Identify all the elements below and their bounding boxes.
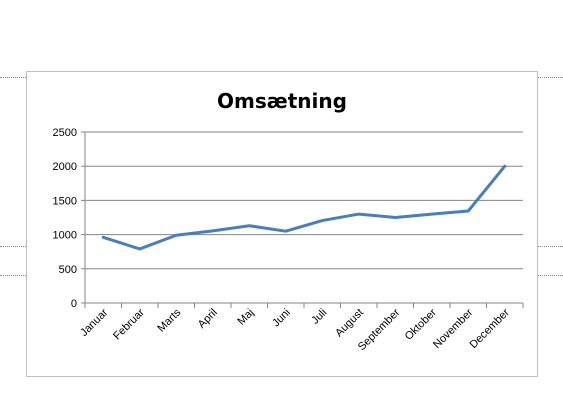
x-axis-tick-labels: Januar Februar Marts April Maj Juni Juli August… bbox=[78, 306, 512, 353]
y-tick-label: 0 bbox=[71, 298, 77, 310]
series-layer bbox=[101, 164, 507, 251]
dotted-guide-low-left bbox=[0, 275, 26, 276]
y-tick-label: 2000 bbox=[53, 161, 77, 173]
dotted-guide-mid-right bbox=[538, 246, 563, 247]
data-point bbox=[503, 165, 506, 168]
data-point bbox=[102, 236, 105, 239]
x-tick-label: December bbox=[468, 306, 513, 351]
x-tick-label: August bbox=[333, 307, 366, 340]
x-tick-label: Juni bbox=[270, 307, 293, 330]
y-tick-label: 500 bbox=[59, 264, 77, 276]
chart-frame[interactable]: Omsætning 0 500 1000 1500 2000 2500 Januar Feb… bbox=[26, 71, 538, 377]
x-tick-label: Februar bbox=[111, 306, 147, 342]
data-point bbox=[321, 219, 324, 222]
dotted-guide-mid-left bbox=[0, 246, 26, 247]
y-tick-label: 1500 bbox=[53, 195, 77, 207]
data-point bbox=[248, 224, 251, 227]
data-point bbox=[467, 209, 470, 213]
y-tick-label: 2500 bbox=[53, 127, 77, 139]
dotted-guide-low-right bbox=[538, 275, 563, 276]
y-tick-label: 1000 bbox=[53, 230, 77, 242]
gridlines bbox=[85, 131, 523, 270]
x-tick-label: Oktober bbox=[403, 306, 439, 342]
series-line bbox=[101, 164, 507, 251]
y-axis-tick-labels: 0 500 1000 1500 2000 2500 bbox=[53, 127, 77, 310]
x-tick-label: Maj bbox=[235, 307, 256, 328]
data-point bbox=[394, 216, 397, 219]
x-tick-label: April bbox=[196, 307, 220, 331]
data-point bbox=[138, 247, 141, 251]
dotted-guide-top-left bbox=[0, 77, 26, 78]
data-point bbox=[357, 212, 360, 216]
x-tick-label: Januar bbox=[78, 306, 111, 339]
dotted-guide-top-right bbox=[538, 77, 563, 78]
axes bbox=[81, 131, 524, 308]
data-point bbox=[211, 229, 214, 233]
chart-title: Omsætning bbox=[217, 89, 347, 113]
data-point bbox=[430, 212, 433, 216]
data-point bbox=[284, 229, 287, 233]
data-point bbox=[175, 234, 178, 237]
x-tick-label: Juli bbox=[309, 307, 329, 327]
line-chart: Omsætning 0 500 1000 1500 2000 2500 Januar Feb… bbox=[53, 89, 524, 353]
x-tick-label: Marts bbox=[155, 306, 183, 334]
